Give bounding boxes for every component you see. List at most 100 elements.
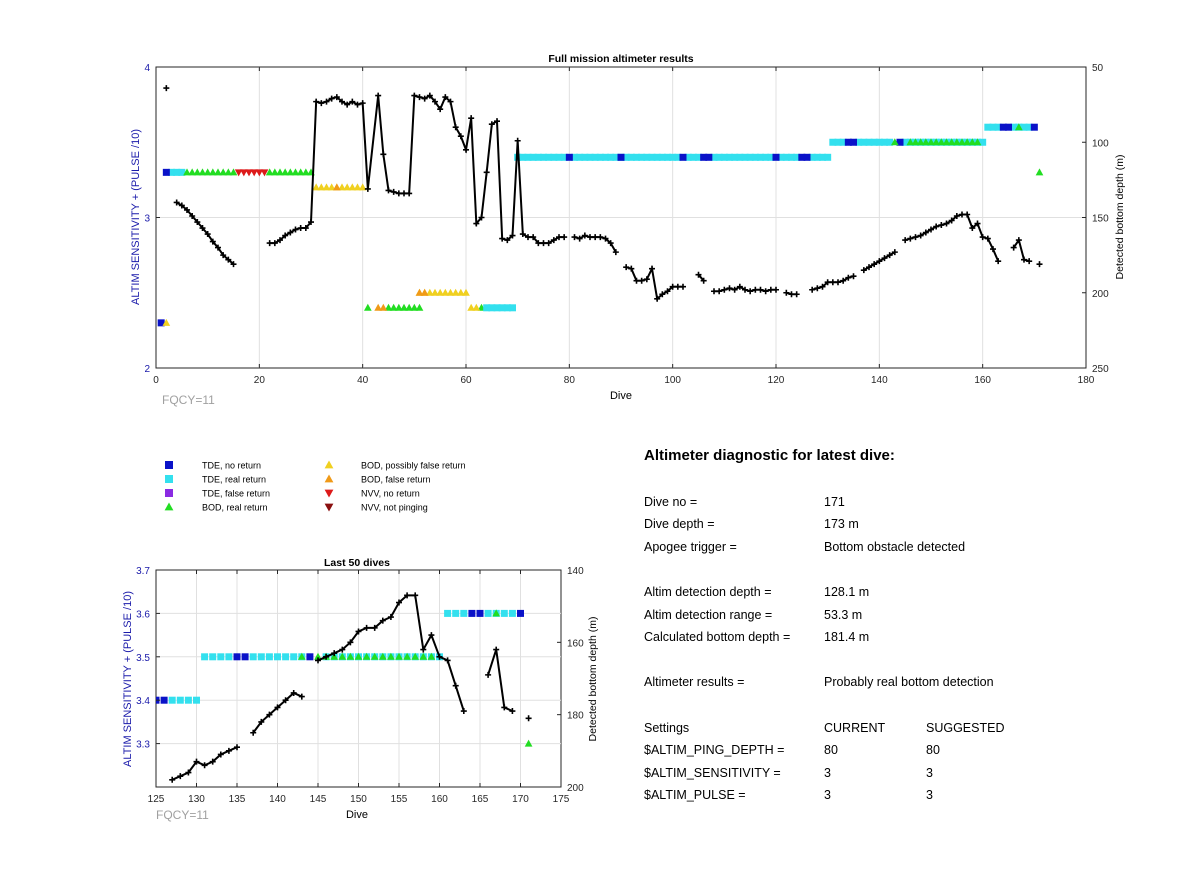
- marker-bod-real-return: [229, 168, 238, 176]
- legend-marker: [164, 502, 174, 511]
- marker-bod-real-return: [1035, 168, 1044, 176]
- legend-item-bod-real-return: BOD, real return: [164, 502, 268, 513]
- legend-item-nvv-no-return: NVV, no return: [324, 489, 420, 499]
- diag-value: Probably real bottom detection: [824, 675, 994, 689]
- bottom-depth-point: [426, 92, 433, 99]
- bottom-depth-point: [881, 255, 888, 262]
- marker-bod-possibly-false: [353, 183, 362, 191]
- full-mission-marks: [157, 85, 1044, 327]
- marker-tde-real-return: [674, 153, 682, 161]
- marker-tde-real-return: [715, 153, 723, 161]
- legend-marker: [324, 489, 334, 498]
- settings-label: $ALTIM_PING_DEPTH =: [644, 743, 785, 757]
- bottom-depth-point: [762, 288, 769, 295]
- bottom-depth-point: [659, 291, 666, 298]
- bottom-depth-point: [623, 264, 630, 271]
- marker-tde-real-return: [736, 153, 744, 161]
- bottom-depth-point: [509, 708, 516, 715]
- y2-tick-label: 50: [1092, 63, 1104, 74]
- bottom-depth-point: [194, 219, 201, 226]
- bottom-depth-point: [185, 769, 192, 776]
- marker-tde-real-return: [529, 153, 537, 161]
- marker-bod-possibly-false: [456, 288, 465, 296]
- y2-tick-label: 200: [567, 783, 584, 794]
- bottom-depth-point: [990, 246, 996, 253]
- bottom-depth-point: [530, 234, 537, 241]
- legend-label: TDE, no return: [202, 461, 261, 471]
- last-50-fqcy: FQCY=11: [156, 808, 209, 822]
- marker-tde-real-return: [669, 153, 677, 161]
- bottom-depth-point: [1021, 256, 1027, 263]
- bottom-depth-point: [969, 225, 976, 232]
- marker-tde-real-return: [751, 153, 759, 161]
- bottom-depth-point: [169, 776, 176, 783]
- bottom-depth-point: [308, 219, 314, 226]
- marker-tde-real-return: [979, 138, 987, 146]
- marker-tde-real-return: [875, 138, 883, 146]
- bottom-depth-point: [509, 232, 516, 239]
- bottom-depth-point: [654, 295, 661, 302]
- bottom-depth-point: [209, 758, 216, 765]
- bottom-depth-point: [891, 249, 898, 256]
- x-tick-label: 175: [553, 794, 570, 805]
- marker-nvv-no-return: [234, 169, 243, 177]
- bottom-depth-point: [339, 646, 346, 653]
- bottom-depth-point: [700, 277, 707, 284]
- bottom-depth-point: [364, 185, 371, 192]
- bottom-depth-point: [752, 286, 759, 293]
- bottom-depth-point: [193, 758, 200, 765]
- marker-tde-real-return: [488, 304, 496, 312]
- bottom-depth-point: [177, 773, 184, 780]
- marker-bod-real-return: [968, 138, 977, 146]
- diag-value: 53.3 m: [824, 608, 863, 622]
- marker-tde-real-return: [571, 153, 578, 161]
- marker-bod-real-return: [394, 303, 403, 311]
- marker-bod-real-return: [188, 168, 197, 176]
- bottom-depth-point: [711, 288, 717, 295]
- marker-nvv-no-return: [250, 169, 259, 177]
- bottom-depth-point: [814, 285, 821, 292]
- marker-bod-possibly-false: [162, 318, 171, 326]
- marker-tde-real-return: [225, 653, 233, 661]
- marker-tde-no-return: [517, 609, 524, 617]
- bottom-depth-point: [493, 646, 500, 653]
- marker-tde-real-return: [870, 138, 878, 146]
- bottom-depth-point: [525, 715, 532, 722]
- bottom-depth-point: [323, 98, 330, 105]
- bottom-depth-point: [886, 252, 893, 259]
- x-tick-label: 160: [431, 794, 448, 805]
- bottom-depth-point: [344, 101, 351, 108]
- bottom-depth-point: [514, 137, 521, 144]
- marker-tde-real-return: [984, 123, 992, 131]
- bottom-depth-point: [339, 98, 345, 105]
- marker-tde-real-return: [695, 153, 702, 161]
- bottom-depth-point: [380, 151, 387, 158]
- marker-tde-real-return: [767, 153, 775, 161]
- marker-tde-real-return: [586, 153, 594, 161]
- marker-bod-real-return: [378, 652, 387, 660]
- legend-label: BOD, possibly false return: [361, 461, 466, 471]
- marker-tde-real-return: [249, 653, 257, 661]
- bottom-depth-point: [773, 286, 779, 293]
- marker-tde-real-return: [209, 653, 217, 661]
- marker-bod-real-return: [270, 168, 279, 176]
- bottom-depth-point: [907, 235, 914, 242]
- bottom-depth-point: [411, 92, 418, 99]
- bottom-depth-point: [217, 751, 224, 758]
- marker-bod-possibly-false: [348, 183, 357, 191]
- marker-bod-real-return: [911, 138, 920, 146]
- bottom-depth-point: [1015, 237, 1022, 244]
- marker-tde-no-return: [565, 153, 573, 161]
- bottom-depth-point: [501, 704, 508, 711]
- bottom-depth-line: [697, 274, 705, 282]
- x-tick-label: 20: [254, 375, 266, 386]
- marker-tde-real-return: [720, 153, 728, 161]
- settings-suggested-header: SUGGESTED: [926, 721, 1005, 735]
- settings-label: $ALTIM_SENSITIVITY =: [644, 766, 781, 780]
- last-50-ylabel: ALTIM SENSITIVITY + (PULSE /10): [122, 591, 134, 767]
- marker-tde-no-return: [700, 153, 708, 161]
- bottom-depth-point: [432, 98, 438, 105]
- marker-tde-real-return: [901, 138, 909, 146]
- marker-bod-real-return: [281, 168, 290, 176]
- marker-tde-real-return: [886, 138, 894, 146]
